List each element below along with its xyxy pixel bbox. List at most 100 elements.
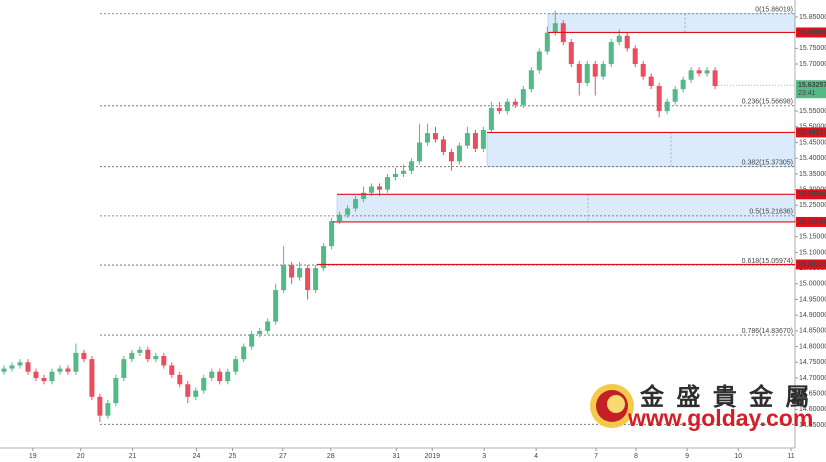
y-tick-label: 14.85000 bbox=[799, 328, 826, 335]
candle-body bbox=[1, 368, 7, 372]
x-tick-label: 4 bbox=[534, 453, 538, 460]
candle-body bbox=[544, 32, 550, 52]
y-tick-label: 15.40000 bbox=[799, 155, 826, 162]
candle-body bbox=[440, 139, 446, 152]
y-tick-label: 14.65000 bbox=[799, 391, 826, 398]
candle-body bbox=[648, 76, 654, 87]
x-tick-label: 19 bbox=[29, 453, 37, 460]
level-tag bbox=[796, 189, 826, 200]
level-tag bbox=[796, 27, 826, 38]
watermark-name: 金 盛 貴 金 屬 bbox=[639, 383, 811, 411]
candle-body bbox=[568, 42, 574, 65]
candle-body bbox=[57, 368, 63, 372]
candle-body bbox=[536, 51, 542, 71]
candle-body bbox=[528, 70, 534, 90]
candle-body bbox=[480, 129, 486, 149]
y-tick-label: 15.35000 bbox=[799, 171, 826, 178]
candle-body bbox=[488, 107, 494, 130]
y-tick-label: 15.55000 bbox=[799, 108, 826, 115]
candle-body bbox=[225, 371, 231, 382]
level-label: 15.19704 bbox=[798, 219, 826, 226]
candle-body bbox=[185, 384, 191, 397]
candle-body bbox=[432, 133, 438, 140]
fib-label: 0.236(15.56698) bbox=[742, 99, 793, 106]
candle-body bbox=[416, 142, 422, 162]
candle-body bbox=[512, 101, 518, 105]
candle-body bbox=[273, 290, 279, 322]
candle-body bbox=[321, 246, 327, 269]
fib-label: 0.618(15.05974) bbox=[742, 258, 793, 265]
y-tick-label: 14.70000 bbox=[799, 375, 826, 382]
candle-body bbox=[656, 86, 662, 112]
candle-body bbox=[49, 371, 55, 382]
candle-body bbox=[408, 161, 414, 171]
fib-label: 0.5(15.21636) bbox=[749, 209, 793, 216]
x-tick-label: 21 bbox=[129, 453, 137, 460]
y-tick-label: 15.85000 bbox=[799, 14, 826, 21]
candle-body bbox=[353, 199, 359, 209]
x-tick-label: 31 bbox=[392, 453, 400, 460]
y-tick-label: 15.15000 bbox=[799, 234, 826, 241]
candle-body bbox=[377, 186, 383, 190]
zone bbox=[547, 13, 796, 33]
x-tick-label: 7 bbox=[594, 453, 598, 460]
fib-label: 0.382(15.37305) bbox=[742, 160, 793, 167]
x-tick-label: 20 bbox=[77, 453, 85, 460]
y-tick-label: 15.00000 bbox=[799, 281, 826, 288]
y-tick-label: 15.25000 bbox=[799, 202, 826, 209]
candle-body bbox=[281, 264, 287, 291]
candle-body bbox=[337, 214, 343, 222]
level-tag bbox=[796, 127, 826, 138]
x-tick-label: 10 bbox=[734, 453, 742, 460]
candle-body bbox=[704, 70, 710, 74]
x-tick-label: 28 bbox=[327, 453, 335, 460]
watermark-url: www.golday.com bbox=[627, 405, 813, 431]
y-tick-label: 14.80000 bbox=[799, 343, 826, 350]
candle-body bbox=[105, 403, 111, 416]
y-tick-label: 14.60000 bbox=[799, 406, 826, 413]
candle-body bbox=[496, 107, 502, 112]
candle-body bbox=[680, 79, 686, 90]
x-tick-label: 9 bbox=[685, 453, 689, 460]
candle-body bbox=[121, 359, 127, 378]
candle-body bbox=[137, 349, 143, 353]
y-tick-label: 15.10000 bbox=[799, 249, 826, 256]
logo-core bbox=[607, 395, 625, 413]
candle-body bbox=[201, 377, 207, 391]
candle-body bbox=[600, 64, 606, 77]
y-tick-label: 14.55000 bbox=[799, 422, 826, 429]
x-tick-label: 24 bbox=[193, 453, 201, 460]
candle-body bbox=[632, 48, 638, 65]
candle-body bbox=[41, 377, 47, 382]
candle-body bbox=[400, 170, 406, 174]
x-tick-label: 2019 bbox=[424, 453, 440, 460]
candle-body bbox=[73, 352, 79, 372]
candle-body bbox=[25, 362, 31, 372]
candle-body bbox=[17, 362, 23, 366]
level-label: 15.06157 bbox=[798, 261, 826, 268]
candle-body bbox=[345, 208, 351, 215]
candle-body bbox=[33, 371, 39, 378]
candle-body bbox=[129, 352, 135, 360]
candle-body bbox=[552, 23, 558, 33]
candle-body bbox=[448, 151, 454, 162]
candle-body bbox=[313, 268, 319, 291]
candle-body bbox=[305, 268, 311, 291]
candle-body bbox=[456, 145, 462, 162]
candle-body bbox=[177, 374, 183, 385]
candle-body bbox=[424, 133, 430, 143]
level-label: 15.48217 bbox=[798, 129, 826, 136]
y-tick-label: 15.70000 bbox=[799, 61, 826, 68]
x-tick-label: 3 bbox=[482, 453, 486, 460]
candle-body bbox=[81, 352, 87, 360]
candle-body bbox=[369, 186, 375, 193]
candle-body bbox=[616, 35, 622, 43]
candle-body bbox=[209, 371, 215, 378]
last-price-label: 15.63257 bbox=[798, 82, 826, 89]
candle-body bbox=[672, 89, 678, 102]
candle-body bbox=[97, 396, 103, 416]
x-tick-label: 27 bbox=[279, 453, 287, 460]
x-tick-label: 8 bbox=[634, 453, 638, 460]
